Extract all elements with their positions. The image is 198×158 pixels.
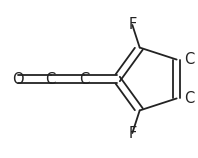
Text: O: O xyxy=(12,72,23,86)
Text: F: F xyxy=(128,125,136,140)
Text: C: C xyxy=(79,72,89,86)
Text: C: C xyxy=(184,52,194,67)
Text: C: C xyxy=(184,91,194,106)
Text: C: C xyxy=(46,72,56,86)
Text: F: F xyxy=(128,18,136,33)
